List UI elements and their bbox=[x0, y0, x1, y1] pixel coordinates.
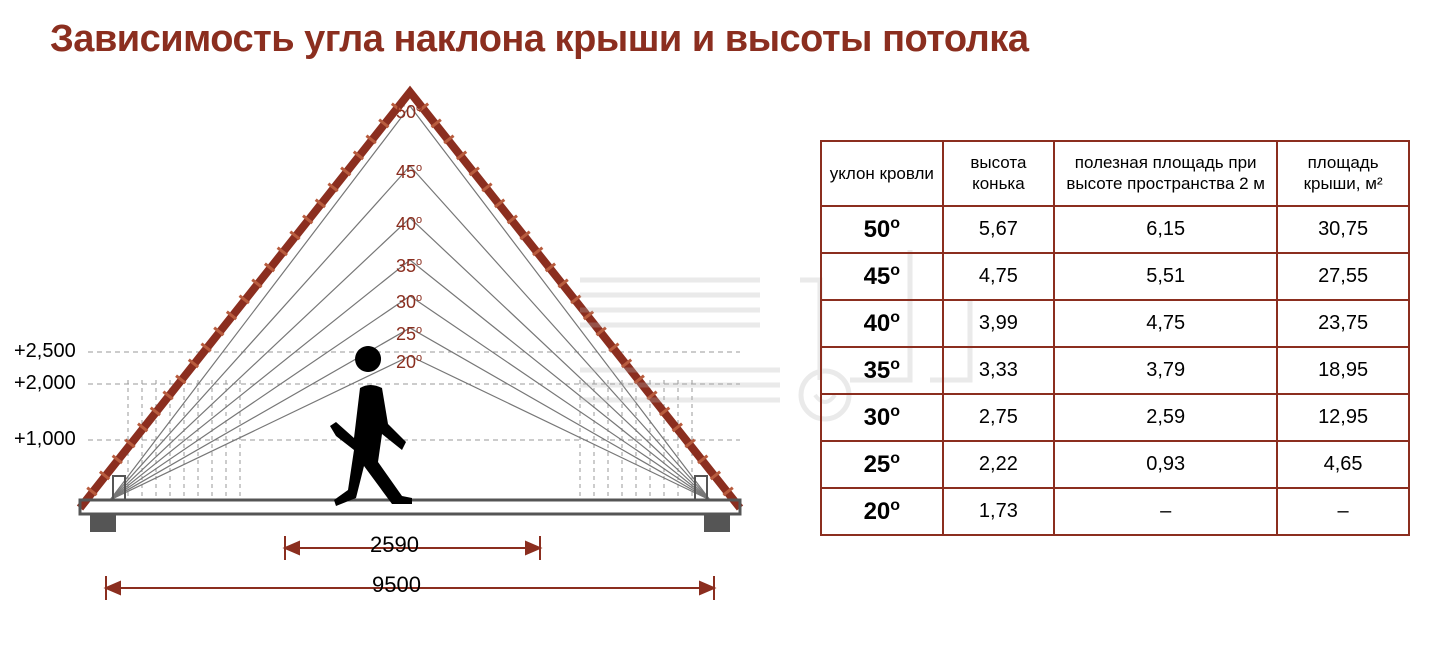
dim-base-label: 9500 bbox=[372, 572, 421, 598]
cell-slope: 25o bbox=[821, 441, 943, 488]
table-row: 20o1,73–– bbox=[821, 488, 1409, 535]
col-roof: площадь крыши, м² bbox=[1277, 141, 1409, 206]
cell-ridge: 2,22 bbox=[943, 441, 1055, 488]
angle-label-20: 20o bbox=[396, 352, 422, 373]
cell-roof: 4,65 bbox=[1277, 441, 1409, 488]
height-label-1000: +1,000 bbox=[14, 428, 76, 451]
data-table-wrapper: уклон кровли высота конька полезная площ… bbox=[820, 140, 1410, 536]
cell-ridge: 4,75 bbox=[943, 253, 1055, 300]
cell-usable: 2,59 bbox=[1054, 394, 1277, 441]
table-row: 25o2,220,934,65 bbox=[821, 441, 1409, 488]
col-slope: уклон кровли bbox=[821, 141, 943, 206]
col-usable: полезная площадь при высоте пространства… bbox=[1054, 141, 1277, 206]
table-row: 50o5,676,1530,75 bbox=[821, 206, 1409, 253]
cell-roof: 27,55 bbox=[1277, 253, 1409, 300]
cell-usable: 0,93 bbox=[1054, 441, 1277, 488]
angle-label-50: 50o bbox=[396, 102, 422, 123]
angle-label-40: 40o bbox=[396, 214, 422, 235]
cell-roof: 30,75 bbox=[1277, 206, 1409, 253]
cell-ridge: 5,67 bbox=[943, 206, 1055, 253]
cell-usable: 6,15 bbox=[1054, 206, 1277, 253]
cell-roof: – bbox=[1277, 488, 1409, 535]
table-row: 30o2,752,5912,95 bbox=[821, 394, 1409, 441]
cell-roof: 12,95 bbox=[1277, 394, 1409, 441]
cell-slope: 35o bbox=[821, 347, 943, 394]
cell-usable: 5,51 bbox=[1054, 253, 1277, 300]
table-row: 40o3,994,7523,75 bbox=[821, 300, 1409, 347]
table-row: 45o4,755,5127,55 bbox=[821, 253, 1409, 300]
cell-usable: 3,79 bbox=[1054, 347, 1277, 394]
cell-slope: 20o bbox=[821, 488, 943, 535]
page-title: Зависимость угла наклона крыши и высоты … bbox=[50, 18, 1028, 61]
cell-ridge: 3,33 bbox=[943, 347, 1055, 394]
height-label-2500: +2,500 bbox=[14, 340, 76, 363]
cell-ridge: 2,75 bbox=[943, 394, 1055, 441]
cell-slope: 30o bbox=[821, 394, 943, 441]
table-header-row: уклон кровли высота конька полезная площ… bbox=[821, 141, 1409, 206]
cell-usable: – bbox=[1054, 488, 1277, 535]
cell-ridge: 1,73 bbox=[943, 488, 1055, 535]
cell-roof: 18,95 bbox=[1277, 347, 1409, 394]
height-label-2000: +2,000 bbox=[14, 372, 76, 395]
angle-label-45: 45o bbox=[396, 162, 422, 183]
angle-label-35: 35o bbox=[396, 256, 422, 277]
table-row: 35o3,333,7918,95 bbox=[821, 347, 1409, 394]
cell-ridge: 3,99 bbox=[943, 300, 1055, 347]
cell-slope: 40o bbox=[821, 300, 943, 347]
cell-roof: 23,75 bbox=[1277, 300, 1409, 347]
cell-slope: 50o bbox=[821, 206, 943, 253]
data-table: уклон кровли высота конька полезная площ… bbox=[820, 140, 1410, 536]
angle-label-30: 30o bbox=[396, 292, 422, 313]
angle-label-25: 25o bbox=[396, 324, 422, 345]
dim-inner-label: 2590 bbox=[370, 532, 419, 558]
cell-usable: 4,75 bbox=[1054, 300, 1277, 347]
col-ridge: высота конька bbox=[943, 141, 1055, 206]
cell-slope: 45o bbox=[821, 253, 943, 300]
